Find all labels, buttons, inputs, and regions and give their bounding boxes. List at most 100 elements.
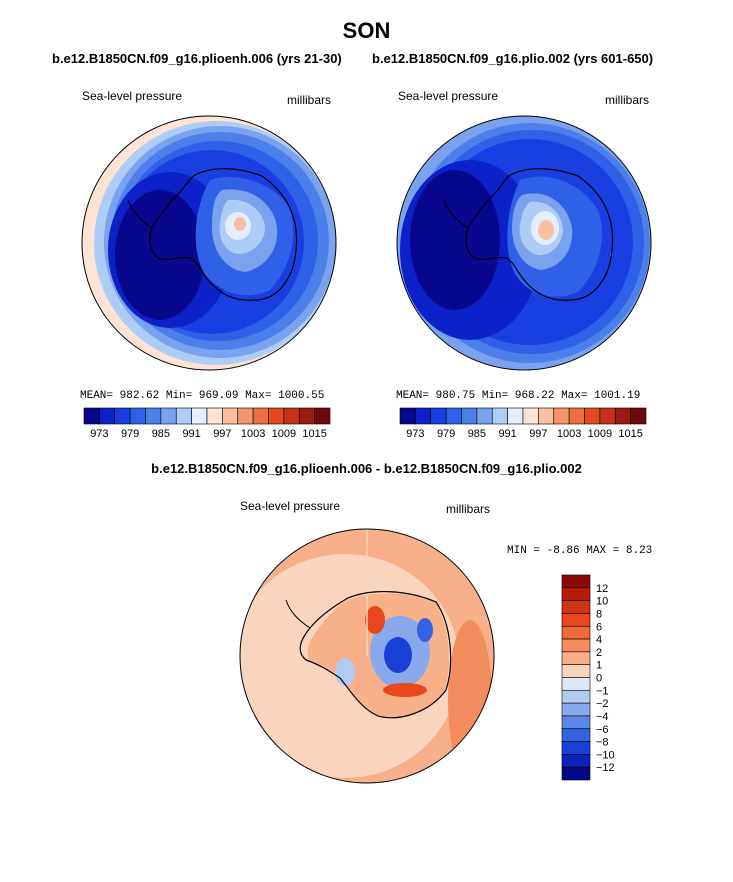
left-colorbar-tick-label: 997: [213, 428, 231, 440]
left-colorbar-swatch: [129, 407, 146, 425]
right-colorbar-swatch: [399, 407, 416, 425]
left-variable-label: Sea-level pressure: [82, 89, 183, 103]
right-colorbar-tick-label: 1015: [618, 428, 642, 440]
diff-colorbar-swatch: [561, 741, 591, 755]
diff-peninsula-coast: [285, 599, 311, 629]
right-map: [396, 115, 652, 371]
left-min-label: Min=: [165, 390, 193, 402]
diff-colorbar-tick-label: 2: [596, 647, 602, 659]
left-colorbar-swatch: [314, 407, 331, 425]
diff-colorbar-swatch: [561, 766, 591, 781]
left-colorbar-swatch: [114, 407, 131, 425]
diff-colorbar-swatch: [561, 754, 591, 768]
right-antarctica-coast: [465, 168, 614, 301]
left-colorbar-swatch: [283, 407, 300, 425]
diff-min-label: MIN =: [507, 545, 541, 557]
left-max-label: Max=: [245, 390, 272, 402]
right-variable-label: Sea-level pressure: [398, 89, 499, 103]
left-colorbar-swatch: [145, 407, 162, 425]
right-colorbar-swatch: [630, 407, 647, 425]
left-mean-value: 982.62: [119, 390, 160, 402]
diff-colorbar-tick-label: 0: [596, 673, 602, 685]
left-deep-low: [115, 190, 205, 320]
right-stats: MEAN= 980.75 Min= 968.22 Max= 1001.19: [396, 390, 640, 402]
left-colorbar-tick-label: 991: [182, 428, 200, 440]
left-peninsula-coast: [127, 199, 153, 229]
right-colorbar-tick-label: 973: [406, 428, 424, 440]
diff-colorbar-swatch: [561, 625, 591, 640]
diff-max-value: 8.23: [625, 545, 653, 557]
diff-max-label: MAX =: [586, 545, 620, 557]
right-colorbar-swatch: [599, 407, 616, 425]
diff-colorbar-swatch: [561, 664, 591, 678]
diff-colorbar-tick-label: −1: [596, 685, 609, 697]
right-colorbar-tick-label: 1009: [588, 428, 612, 440]
right-mean-value: 980.75: [435, 390, 476, 402]
left-colorbar-swatch: [160, 407, 177, 425]
right-colorbar-swatch: [568, 407, 585, 425]
diff-variable-label: Sea-level pressure: [240, 499, 341, 513]
diff-stats: MIN = -8.86 MAX = 8.23: [507, 545, 652, 557]
left-min-value: 969.09: [198, 390, 239, 402]
right-colorbar-swatch: [476, 407, 493, 425]
left-colorbar-tick-label: 979: [121, 428, 139, 440]
left-colorbar-swatch: [298, 407, 315, 425]
right-colorbar: 973 979 985 991 997 1003 1009 1015: [399, 407, 647, 440]
right-colorbar-swatch: [538, 407, 555, 425]
diff-colorbar-swatch: [561, 613, 591, 627]
left-map: [81, 115, 337, 371]
diff-colorbar-tick-label: 8: [596, 608, 602, 620]
diff-colorbar-swatch: [561, 728, 591, 742]
diff-positive-west: [365, 606, 385, 634]
diff-colorbar-tick-label: −6: [596, 724, 609, 736]
left-max-value: 1000.55: [278, 390, 325, 402]
right-colorbar-tick-label: 985: [468, 428, 486, 440]
diff-colorbar-swatch: [561, 702, 591, 717]
right-plateau-max: [538, 220, 554, 240]
diff-negative-core: [384, 637, 412, 673]
right-max-value: 1001.19: [594, 390, 641, 402]
diff-colorbar-swatch: [561, 715, 591, 730]
right-min-label: Min=: [481, 390, 509, 402]
right-min-value: 968.22: [514, 390, 555, 402]
diff-colorbar-tick-label: −4: [596, 711, 609, 723]
left-mean-label: MEAN=: [80, 390, 114, 402]
diff-colorbar-swatch: [561, 690, 591, 704]
left-colorbar-tick-label: 973: [90, 428, 108, 440]
right-colorbar-swatch: [553, 407, 570, 425]
diff-min-value: -8.86: [546, 545, 580, 557]
left-colorbar-tick-label: 1003: [241, 428, 265, 440]
right-panel-title: b.e12.B1850CN.f09_g16.plio.002 (yrs 601-…: [372, 51, 654, 66]
diff-antarctica-coast: [299, 591, 452, 719]
diff-colorbar-tick-label: 4: [596, 634, 602, 646]
left-colorbar-swatch: [268, 407, 285, 425]
diff-colorbar-swatch: [561, 638, 591, 653]
left-colorbar-swatch: [206, 407, 223, 425]
left-panel-title: b.e12.B1850CN.f09_g16.plioenh.006 (yrs 2…: [52, 51, 342, 66]
left-colorbar-swatch: [222, 407, 239, 425]
left-antarctica-coast: [149, 168, 298, 301]
left-units-label: millibars: [287, 93, 332, 107]
right-colorbar-swatch: [522, 407, 539, 425]
left-stats: MEAN= 982.62 Min= 969.09 Max= 1000.55: [80, 390, 324, 402]
left-colorbar-swatch: [83, 407, 100, 425]
left-colorbar-swatch: [99, 407, 116, 425]
left-colorbar-swatch: [175, 407, 192, 425]
diff-negative-east: [417, 618, 433, 642]
diff-colorbar-tick-label: 1: [596, 660, 602, 672]
right-colorbar-swatch: [491, 407, 508, 425]
right-colorbar-swatch: [584, 407, 601, 425]
diff-colorbar-tick-label: 10: [596, 596, 608, 608]
right-colorbar-swatch: [430, 407, 447, 425]
right-colorbar-swatch: [445, 407, 462, 425]
left-plateau-max: [234, 217, 246, 231]
right-deep-low: [410, 170, 500, 310]
right-colorbar-swatch: [614, 407, 631, 425]
diff-colorbar-tick-label: −12: [596, 762, 615, 774]
diff-colorbar-swatch: [561, 651, 591, 665]
right-colorbar-tick-label: 991: [498, 428, 516, 440]
diff-map: [239, 528, 495, 784]
right-colorbar-tick-label: 997: [529, 428, 547, 440]
